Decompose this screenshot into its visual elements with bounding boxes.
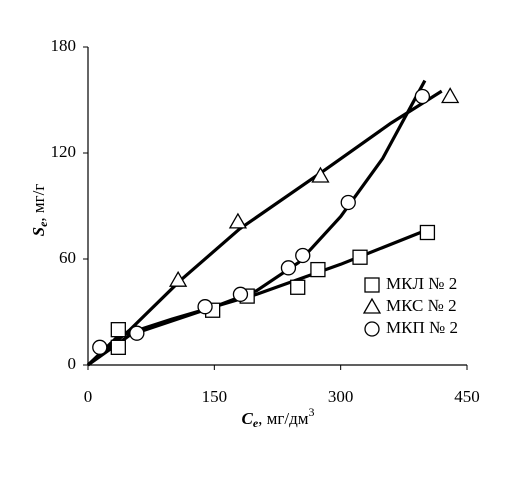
x-tick-label: 0 [84, 387, 93, 406]
marker-circle [280, 260, 297, 276]
y-symbol: S [29, 227, 48, 236]
legend-label: МКЛ № 2 [386, 274, 457, 293]
marker-circle [129, 325, 145, 341]
marker-triangle [441, 87, 460, 104]
marker-triangle [311, 166, 330, 183]
marker-square [352, 249, 368, 265]
x-symbol: C [241, 409, 253, 428]
marker-circle [414, 88, 431, 105]
x-tick-label: 450 [454, 387, 480, 406]
x-unit: , мг/дм [258, 409, 309, 428]
marker-circle [295, 247, 311, 264]
y-tick-label: 60 [59, 248, 76, 267]
legend-marker [362, 297, 382, 314]
y-tick-label: 180 [51, 36, 77, 55]
marker-circle [92, 339, 108, 355]
x-tick-label: 150 [202, 387, 228, 406]
y-subscript: e [36, 221, 50, 227]
marker-circle [232, 286, 249, 302]
marker-circle [340, 194, 356, 211]
y-tick-label: 0 [68, 354, 77, 373]
legend-label: МКП № 2 [386, 318, 458, 337]
marker-triangle [168, 270, 188, 287]
trend-line [87, 79, 427, 367]
marker-square [290, 279, 306, 295]
marker-square [310, 261, 326, 278]
x-subscript: e [253, 416, 259, 430]
legend-marker [364, 321, 380, 337]
marker-triangle [228, 212, 248, 229]
y-unit: , мг/г [29, 184, 48, 222]
x-superscript: 3 [309, 405, 315, 419]
legend-label: МКС № 2 [386, 296, 457, 315]
marker-square [110, 339, 126, 355]
y-tick-label: 120 [51, 142, 77, 161]
x-tick-label: 300 [328, 387, 354, 406]
marker-square [110, 322, 126, 338]
y-axis-label: Se, мг/г [29, 184, 50, 237]
legend-marker [364, 277, 380, 293]
trend-line [86, 229, 426, 367]
marker-square [419, 224, 436, 241]
x-axis-label: Ce, мг/дм3 [241, 405, 314, 430]
marker-circle [197, 299, 213, 315]
